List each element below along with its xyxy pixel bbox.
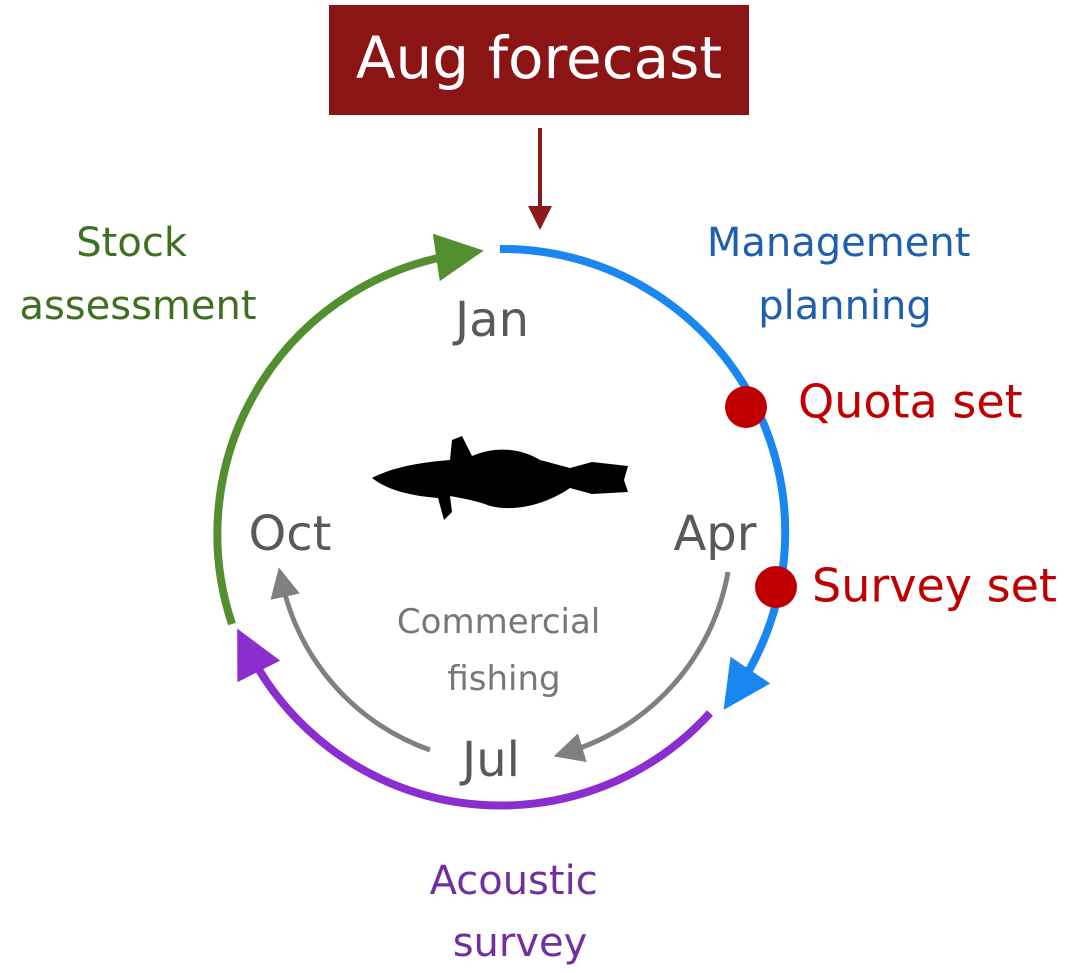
event-label: Survey set	[812, 559, 1057, 613]
phase-label: Stock assessment	[19, 220, 256, 329]
diagram: Aug forecast Jan Apr Jul Oct Management …	[0, 0, 1086, 973]
header-title: Aug forecast	[356, 24, 722, 92]
event-label: Quota set	[798, 375, 1023, 429]
month-label: Jul	[459, 732, 520, 788]
month-label: Apr	[673, 506, 756, 562]
event-dot	[725, 386, 767, 428]
fish-icon	[372, 436, 628, 520]
month-label: Jan	[452, 292, 529, 348]
phase-label: Commercial fishing	[397, 602, 611, 699]
event-dot	[755, 566, 797, 608]
month-label: Oct	[249, 506, 332, 562]
phase-label: Acoustic survey	[430, 858, 611, 966]
phase-label: Management planning	[707, 220, 983, 329]
